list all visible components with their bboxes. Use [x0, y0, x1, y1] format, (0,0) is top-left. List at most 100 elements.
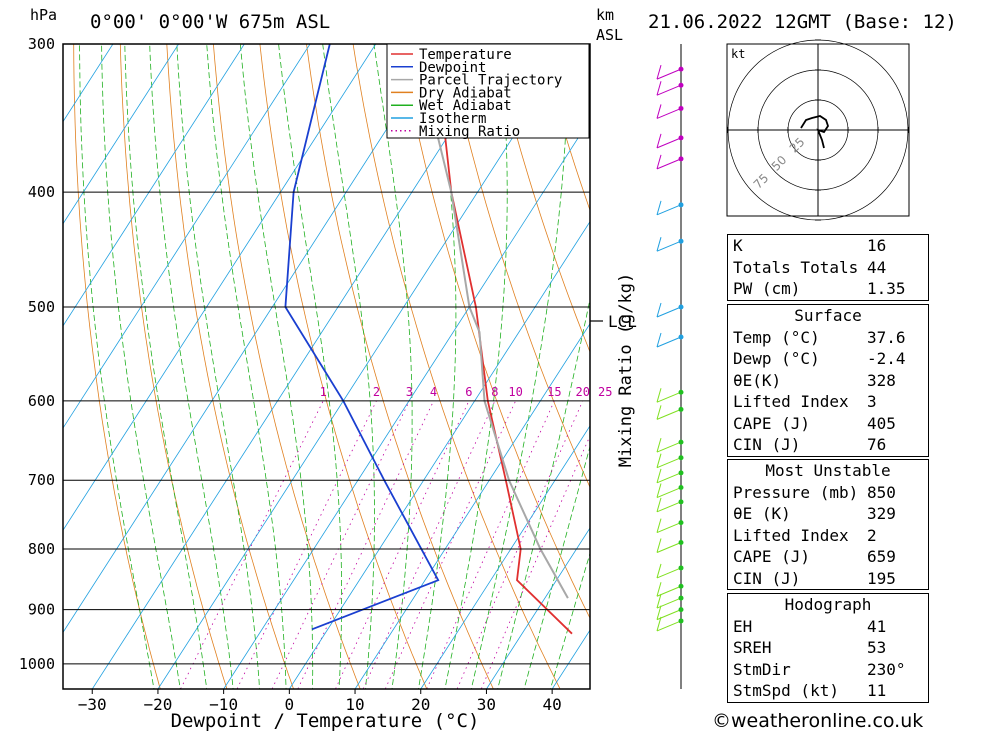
wet-adiabat [239, 44, 314, 689]
panel-row-value: 16 [867, 236, 887, 255]
panel-row: θE(K) 328 [728, 370, 928, 392]
x-tick-label: 0 [285, 695, 295, 714]
isotherm [288, 220, 590, 689]
panel-row: PW (cm) 1.35 [728, 278, 928, 300]
wind-barb [656, 408, 682, 420]
wind-barb [656, 306, 682, 318]
dry-adiabat [445, 44, 590, 489]
panel-row: CIN (J) 195 [728, 568, 928, 590]
wind-barb [656, 204, 682, 216]
wind-barb [656, 158, 682, 170]
wet-adiabat [79, 44, 155, 689]
wind-barb [656, 107, 682, 119]
wind-barb [656, 84, 682, 96]
panel-row: Temp (°C) 37.6 [728, 327, 928, 349]
mixing-ratio-line [180, 400, 324, 689]
mixing-ratio-line [236, 400, 377, 689]
wet-adiabat [149, 44, 234, 689]
mixing-ratio-label: 25 [598, 385, 612, 399]
wind-barb-flag [656, 200, 662, 215]
panel-row-value: 37.6 [867, 327, 906, 347]
wind-barb-flag [656, 64, 662, 80]
wind-barb-flag [656, 483, 662, 498]
dry-adiabat [950, 27, 1000, 694]
wind-barb-flag [656, 405, 662, 420]
dry-adiabat [352, 44, 561, 689]
wet-adiabat [322, 44, 375, 689]
panel-row-value: 3 [867, 392, 877, 411]
wet-adiabat [101, 44, 181, 689]
panel-row-value: -2.4 [867, 349, 906, 368]
panel-title: Hodograph [784, 595, 872, 614]
wind-barb-flag [656, 388, 662, 403]
isotherm [63, 44, 442, 634]
legend-entry: Temperature [419, 47, 512, 63]
wind-barb [656, 457, 682, 469]
wind-barb-dot [678, 334, 684, 340]
panel-row-label: Temp (°C) [733, 327, 820, 347]
dry-adiabat [166, 44, 295, 689]
pressure-tick-label: 400 [28, 183, 55, 201]
pressure-tick-label: 500 [28, 298, 55, 316]
pressure-tick-label: 700 [28, 471, 55, 489]
panel-row-value: 328 [867, 370, 896, 390]
wind-barb [656, 472, 682, 484]
wind-barb-dot [678, 406, 684, 412]
panel-row-label: StmDir [733, 659, 791, 679]
wind-barb [656, 567, 682, 579]
panel-row-value: 850 [867, 482, 896, 502]
isotherm [354, 323, 590, 689]
panel-row: CAPE (J) 659 [728, 546, 928, 568]
panel-row-label: Totals Totals [733, 257, 859, 277]
mixing-ratio-line [297, 400, 434, 689]
indices-panel: K 16 Totals Totals 44 PW (cm) 1.35 [727, 234, 929, 301]
wind-barb [656, 240, 682, 252]
datetime-label: 21.06.2022 12GMT (Base: 12) [648, 11, 957, 33]
x-tick-label: 40 [543, 695, 562, 714]
wind-barb [656, 336, 682, 348]
wind-barb [656, 441, 682, 453]
wind-barb [656, 137, 682, 149]
surface-panel: Surface Temp (°C) 37.6 Dewp (°C) -2.4 θE(K) 32… [727, 304, 929, 457]
wind-barb-dot [678, 304, 684, 310]
location-label: 0°00' 0°00'W 675m ASL [90, 11, 330, 33]
panel-row-value: 329 [867, 504, 896, 523]
legend-entry: Wet Adiabat [419, 98, 512, 114]
wind-barb-dot [678, 389, 684, 395]
hodograph-stats-panel: Hodograph EH 41 SREH 53 StmDir 230° StmSpd (kt)… [727, 593, 929, 703]
panel-row: Lifted Index 3 [728, 391, 928, 413]
wind-barb-dot [678, 156, 684, 162]
lcl-label: LCL [608, 312, 637, 331]
wind-barb-flag [656, 154, 662, 170]
wind-barb-dot [678, 618, 684, 624]
panel-row: SREH 53 [728, 637, 928, 659]
panel-row: θE (K) 329 [728, 503, 928, 525]
panel-title: Most Unstable [765, 461, 891, 480]
x-axis-label: Dewpoint / Temperature (°C) [171, 710, 480, 732]
mixing-ratio-line [384, 400, 516, 689]
panel-row-label: PW (cm) [733, 279, 801, 298]
wind-barb [656, 487, 682, 499]
pressure-tick-label: 300 [28, 35, 55, 53]
mixing-ratio-line [335, 400, 470, 689]
mixing-ratio-label: 15 [547, 385, 561, 399]
legend-entry: Dewpoint [419, 60, 486, 76]
wind-barb-dot [678, 202, 684, 208]
wind-barb-flag [656, 437, 662, 453]
wind-barb [656, 542, 682, 553]
wind-barb-flag [656, 616, 662, 632]
wind-barb-dot [678, 565, 684, 571]
panel-row: StmSpd (kt) 11 [728, 680, 928, 702]
panel-row-label: CIN (J) [733, 568, 801, 588]
wet-adiabat [278, 44, 343, 689]
panel-row-value: 44 [867, 257, 887, 277]
dry-adiabat [259, 44, 428, 689]
wind-barb-flag [656, 133, 662, 149]
pressure-tick-label: 600 [28, 392, 55, 410]
wind-barb-dot [678, 485, 684, 491]
legend-entry: Isotherm [419, 111, 486, 127]
x-tick-label: 20 [411, 695, 430, 714]
wind-barb-dot [678, 105, 684, 111]
pressure-tick-label: 800 [28, 540, 55, 558]
